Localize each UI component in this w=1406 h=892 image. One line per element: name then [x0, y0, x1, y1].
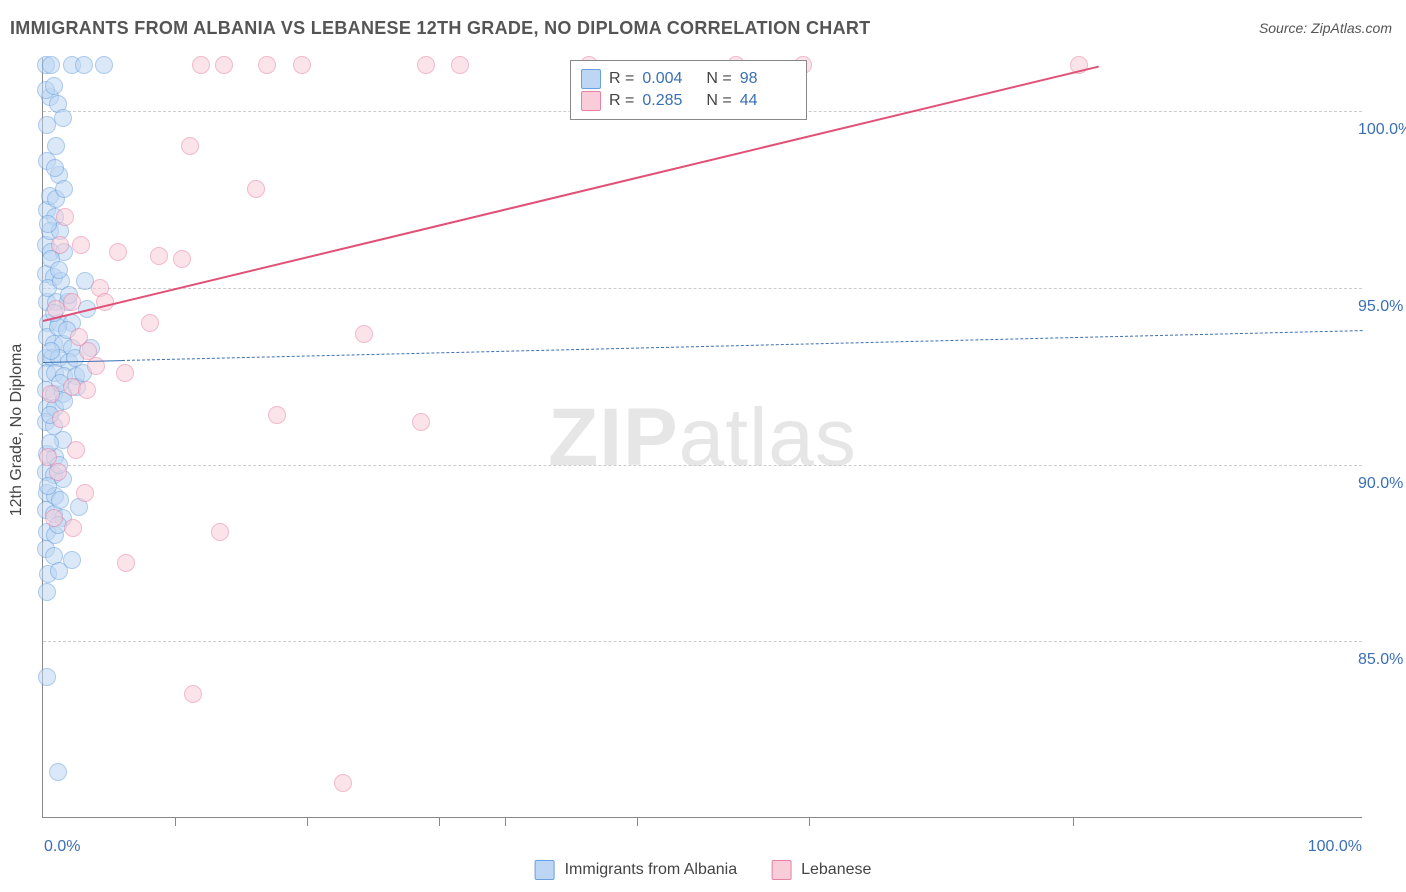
scatter-point [150, 247, 168, 265]
legend-n-label: N = [706, 92, 731, 110]
gridline-horizontal [43, 465, 1362, 466]
scatter-point [173, 250, 191, 268]
watermark: ZIPatlas [548, 391, 857, 485]
legend-row: R = 0.004 N = 98 [581, 69, 796, 89]
scatter-point [49, 463, 67, 481]
x-tick [637, 818, 638, 826]
scatter-point [42, 56, 60, 74]
scatter-point [417, 56, 435, 74]
x-tick [1073, 818, 1074, 826]
scatter-point [117, 554, 135, 572]
x-tick [809, 818, 810, 826]
x-tick [175, 818, 176, 826]
scatter-point [211, 523, 229, 541]
legend-r-label: R = [609, 92, 634, 110]
scatter-point [141, 314, 159, 332]
y-tick-label: 90.0% [1358, 475, 1403, 493]
scatter-point [109, 243, 127, 261]
scatter-point [293, 56, 311, 74]
scatter-point [52, 410, 70, 428]
plot-area: ZIPatlas [42, 58, 1362, 818]
scatter-point [72, 236, 90, 254]
scatter-point [39, 215, 57, 233]
scatter-point [45, 77, 63, 95]
x-tick [439, 818, 440, 826]
scatter-point [67, 441, 85, 459]
gridline-horizontal [43, 288, 1362, 289]
legend-n-label: N = [706, 70, 731, 88]
scatter-point [355, 325, 373, 343]
legend-swatch [581, 91, 601, 111]
x-tick [505, 818, 506, 826]
scatter-point [95, 56, 113, 74]
x-tick-label-min: 0.0% [44, 838, 80, 856]
scatter-point [56, 208, 74, 226]
scatter-point [116, 364, 134, 382]
scatter-point [258, 56, 276, 74]
scatter-point [192, 56, 210, 74]
legend-correlation: R = 0.004 N = 98 R = 0.285 N = 44 [570, 60, 807, 120]
scatter-point [75, 56, 93, 74]
scatter-point [64, 519, 82, 537]
legend-swatch [581, 69, 601, 89]
scatter-point [87, 357, 105, 375]
scatter-point [184, 685, 202, 703]
scatter-point [54, 109, 72, 127]
scatter-point [70, 328, 88, 346]
chart-title: IMMIGRANTS FROM ALBANIA VS LEBANESE 12TH… [10, 18, 870, 39]
scatter-point [78, 381, 96, 399]
scatter-point [51, 236, 69, 254]
legend-n-value: 98 [740, 70, 796, 88]
scatter-point [42, 342, 60, 360]
legend-series-label: Lebanese [801, 861, 871, 879]
scatter-point [334, 774, 352, 792]
watermark-light: atlas [679, 392, 857, 483]
scatter-point [451, 56, 469, 74]
trend-line [122, 330, 1363, 361]
y-tick-label: 85.0% [1358, 651, 1403, 669]
scatter-point [38, 668, 56, 686]
legend-swatch [771, 860, 791, 880]
scatter-point [51, 491, 69, 509]
legend-series-label: Immigrants from Albania [565, 861, 738, 879]
scatter-point [46, 159, 64, 177]
legend-row: R = 0.285 N = 44 [581, 91, 796, 111]
scatter-point [50, 261, 68, 279]
scatter-point [38, 583, 56, 601]
x-tick-label-max: 100.0% [1308, 838, 1362, 856]
scatter-point [45, 509, 63, 527]
gridline-horizontal [43, 641, 1362, 642]
legend-series: Immigrants from Albania Lebanese [535, 860, 872, 880]
scatter-point [181, 137, 199, 155]
y-tick-label: 100.0% [1358, 121, 1406, 139]
scatter-point [55, 180, 73, 198]
scatter-point [50, 562, 68, 580]
x-tick [307, 818, 308, 826]
watermark-bold: ZIP [548, 392, 679, 483]
scatter-point [49, 763, 67, 781]
source-label: Source: ZipAtlas.com [1259, 20, 1392, 36]
legend-swatch [535, 860, 555, 880]
legend-r-label: R = [609, 70, 634, 88]
scatter-point [63, 293, 81, 311]
legend-n-value: 44 [740, 92, 796, 110]
legend-series-item: Lebanese [771, 860, 871, 880]
scatter-point [76, 484, 94, 502]
scatter-point [268, 406, 286, 424]
legend-r-value: 0.004 [642, 70, 698, 88]
y-axis-label: 12th Grade, No Diploma [8, 344, 26, 517]
y-tick-label: 95.0% [1358, 298, 1403, 316]
legend-series-item: Immigrants from Albania [535, 860, 738, 880]
legend-r-value: 0.285 [642, 92, 698, 110]
scatter-point [412, 413, 430, 431]
scatter-point [42, 385, 60, 403]
scatter-point [247, 180, 265, 198]
scatter-point [215, 56, 233, 74]
